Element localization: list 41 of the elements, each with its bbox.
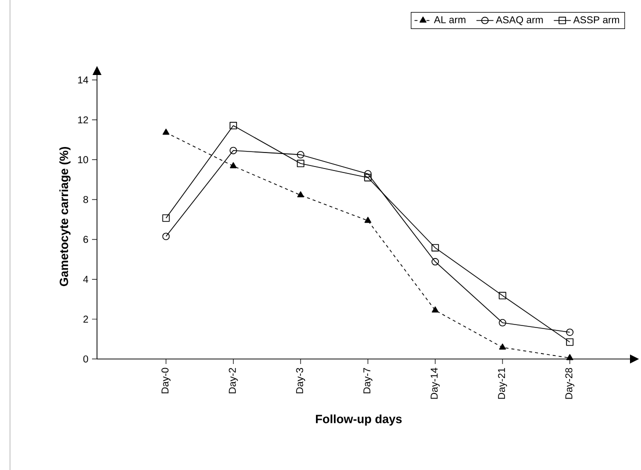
legend-label: ASAQ arm: [496, 16, 543, 26]
x-tick-label: Day-3: [296, 368, 306, 394]
x-tick-label: Day-2: [228, 368, 238, 394]
point: [498, 319, 506, 326]
point: [498, 292, 506, 300]
point: [566, 354, 574, 360]
x-tick-label: Day-7: [363, 368, 372, 394]
y-tick-label: 14: [78, 76, 88, 84]
point: [566, 338, 574, 346]
y-tick-label: 0: [83, 355, 88, 363]
point: [432, 258, 439, 266]
y-tick-label: 4: [83, 276, 88, 283]
point: [432, 244, 439, 252]
x-tick-label: Day-28: [565, 368, 574, 399]
x-tick-label: Day-14: [430, 368, 440, 399]
y-tick-label: 8: [83, 196, 88, 204]
legend-label: AL arm: [434, 16, 466, 24]
point: [230, 146, 238, 154]
y-tick-label: 2: [83, 316, 88, 323]
y-tick-label: 12: [78, 116, 88, 124]
point: [162, 128, 170, 135]
x-tick-label: Day-21: [498, 368, 508, 399]
point: [432, 306, 439, 313]
y-tick-label: 6: [83, 236, 88, 243]
point: [296, 151, 304, 158]
point: [297, 191, 304, 198]
y-tick-label: 10: [78, 156, 88, 164]
point: [162, 232, 170, 240]
point: [162, 214, 170, 222]
point: [364, 170, 372, 178]
x-tick-label: Day-0: [162, 368, 171, 394]
y-axis-title: Gametocyte carriage (%): [59, 147, 71, 286]
point: [230, 162, 237, 168]
legend-label: ASSP arm: [573, 16, 620, 24]
point: [566, 328, 574, 336]
point: [364, 216, 372, 223]
point: [296, 160, 304, 168]
x-axis-title: Follow-up days: [316, 414, 402, 426]
point: [230, 122, 238, 130]
point: [499, 344, 506, 350]
point: [364, 174, 372, 182]
